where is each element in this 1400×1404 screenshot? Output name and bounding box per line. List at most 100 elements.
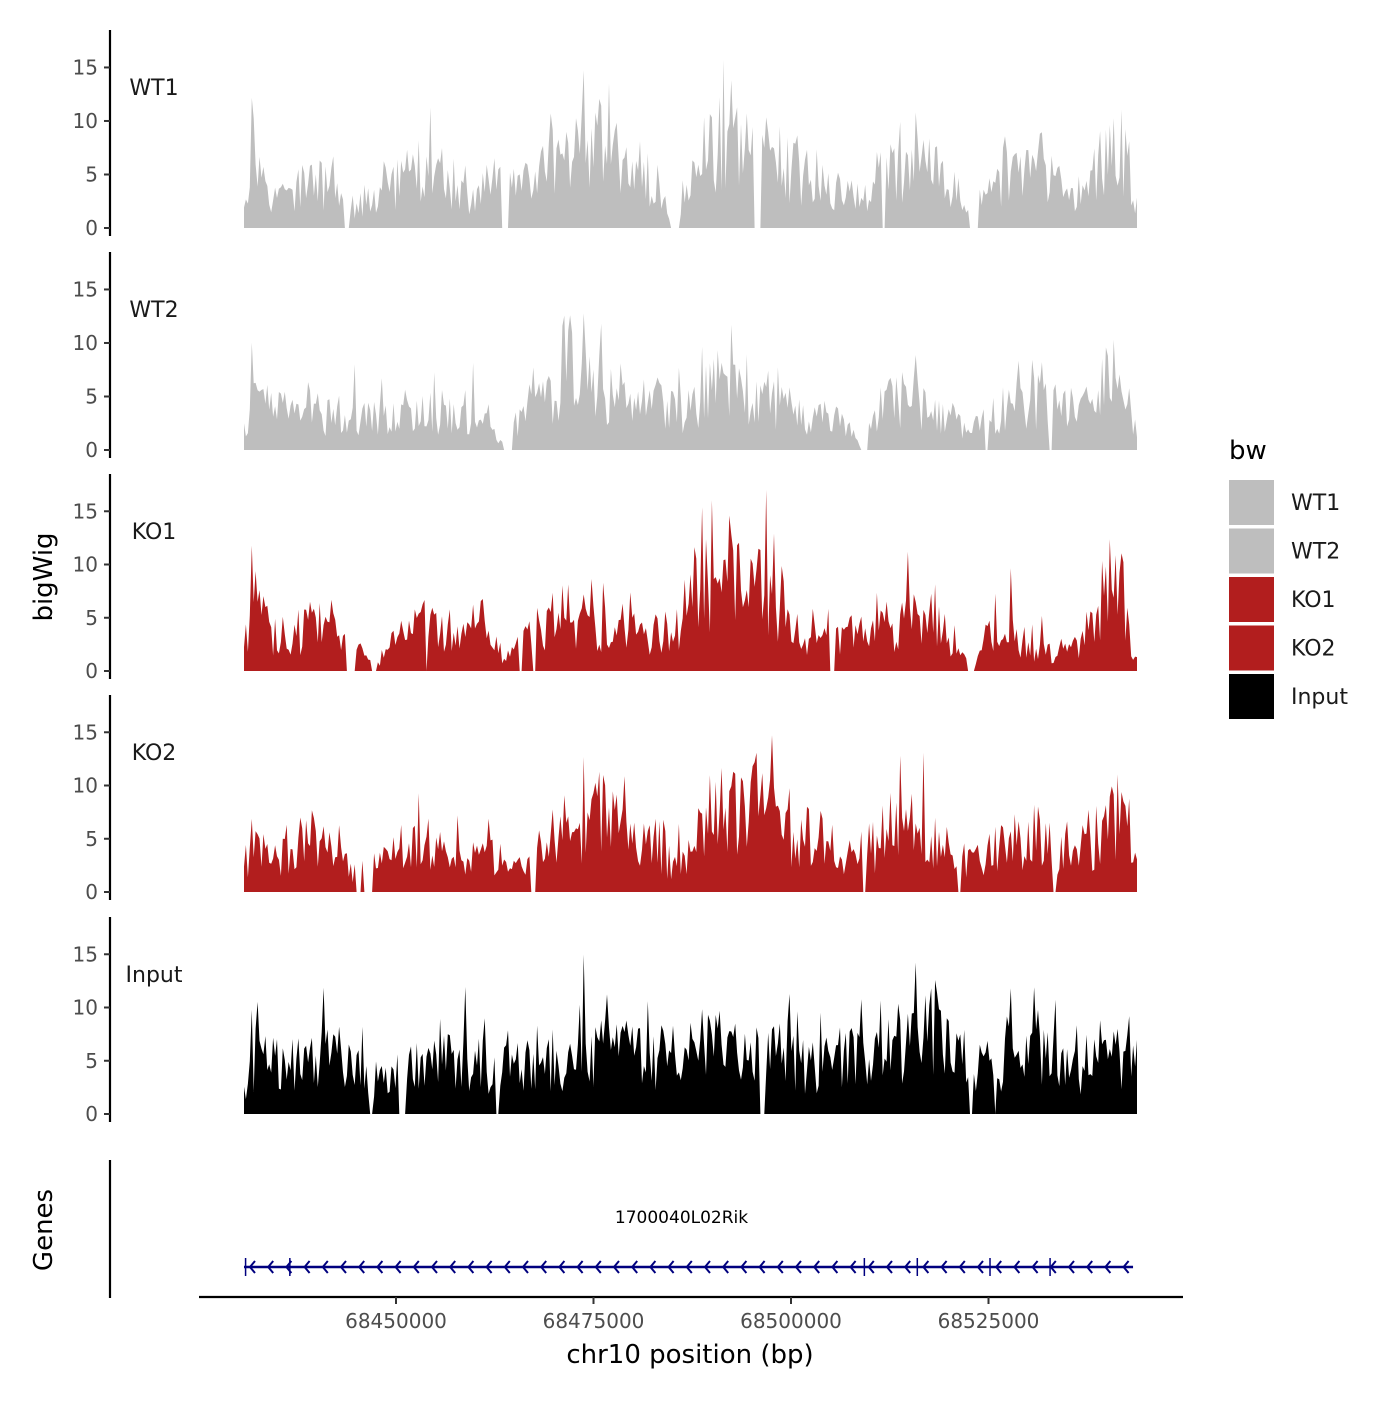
area-wt1	[244, 59, 1137, 229]
y-tick-label: 0	[85, 438, 98, 462]
strand-arrow	[521, 1260, 529, 1274]
strand-arrow	[376, 1260, 384, 1274]
strand-arrow	[448, 1260, 456, 1274]
strand-arrow	[758, 1260, 766, 1274]
strand-arrow	[667, 1260, 675, 1274]
panel-label-wt2: WT2	[129, 298, 178, 323]
y-tick-label: 0	[85, 659, 98, 683]
gene-label: 1700040L02Rik	[615, 1208, 748, 1228]
strand-arrow	[248, 1260, 256, 1274]
y-tick-label: 10	[73, 774, 98, 798]
y-tick-label: 5	[85, 606, 98, 630]
y-tick-label: 10	[73, 109, 98, 133]
strand-arrow	[1085, 1260, 1093, 1274]
y-tick-label: 5	[85, 1049, 98, 1073]
legend-swatch-input	[1229, 674, 1274, 719]
strand-arrow	[1031, 1260, 1039, 1274]
y-tick-label: 15	[73, 277, 98, 301]
strand-arrow	[812, 1260, 820, 1274]
legend-swatch-ko2	[1229, 625, 1274, 671]
y-tick-label: 10	[73, 553, 98, 577]
strand-arrow	[630, 1260, 638, 1274]
strand-arrow	[940, 1260, 948, 1274]
strand-arrow	[339, 1260, 347, 1274]
panels: 0 5 10 15 WT1 0 5 10 15 WT2 0 5 10 15 KO1 0 5 10 15 KO2 0 5 10…	[73, 30, 1137, 1126]
y-axis-title: bigWig	[29, 532, 59, 621]
strand-arrow	[485, 1260, 493, 1274]
strand-arrow	[776, 1260, 784, 1274]
legend-swatch-ko1	[1229, 577, 1274, 622]
strand-arrow	[266, 1260, 274, 1274]
strand-arrow	[849, 1260, 857, 1274]
y-tick-label: 0	[85, 1102, 98, 1126]
legend-label-wt1: WT1	[1291, 491, 1340, 516]
panel-ko2: 0 5 10 15 KO2	[73, 695, 1137, 904]
strand-arrow	[539, 1260, 547, 1274]
genes-track-title: Genes	[29, 1189, 59, 1271]
legend-label-ko1: KO1	[1291, 588, 1336, 613]
strand-arrow	[831, 1260, 839, 1274]
strand-arrow	[1122, 1260, 1130, 1274]
strand-arrow	[867, 1260, 875, 1274]
y-tick-label: 15	[73, 55, 98, 79]
strand-arrow	[885, 1260, 893, 1274]
strand-arrow	[558, 1260, 566, 1274]
strand-arrow	[412, 1260, 420, 1274]
strand-arrow	[1104, 1260, 1112, 1274]
y-tick-label: 5	[85, 162, 98, 186]
strand-arrow	[703, 1260, 711, 1274]
strand-arrow	[740, 1260, 748, 1274]
y-tick-label: 15	[73, 720, 98, 744]
area-wt2	[244, 313, 1137, 450]
strand-arrow	[430, 1260, 438, 1274]
panel-label-ko1: KO1	[132, 520, 177, 545]
legend-label-ko2: KO2	[1291, 637, 1336, 662]
panel-ko1: 0 5 10 15 KO1	[73, 474, 1137, 683]
area-ko1	[244, 490, 1137, 671]
strand-arrow	[976, 1260, 984, 1274]
strand-arrow	[903, 1260, 911, 1274]
legend-title: bw	[1229, 436, 1267, 466]
x-axis: 68450000 68475000 68500000 68525000	[199, 1295, 1183, 1333]
legend-label-wt2: WT2	[1291, 540, 1340, 565]
panel-wt1: 0 5 10 15 WT1	[73, 30, 1137, 240]
legend: bw WT1 WT2 KO1 KO2 Input	[1229, 436, 1348, 719]
strand-arrow	[922, 1260, 930, 1274]
legend-label-input: Input	[1291, 685, 1348, 710]
x-tick-label: 68450000	[345, 1309, 447, 1333]
panel-label-input: Input	[126, 963, 183, 988]
strand-arrow	[503, 1260, 511, 1274]
strand-arrow	[394, 1260, 402, 1274]
strand-arrow	[794, 1260, 802, 1274]
genes-track: 1700040L02Rik	[108, 1160, 1134, 1298]
y-tick-label: 15	[73, 499, 98, 523]
strand-arrow	[612, 1260, 620, 1274]
strand-arrow	[958, 1260, 966, 1274]
legend-swatch-wt1	[1229, 480, 1274, 525]
strand-arrow	[357, 1260, 365, 1274]
x-axis-title: chr10 position (bp)	[566, 1340, 813, 1370]
x-tick-label: 68475000	[543, 1309, 645, 1333]
y-tick-label: 10	[73, 996, 98, 1020]
y-tick-label: 15	[73, 942, 98, 966]
area-ko2	[244, 735, 1137, 892]
strand-arrow	[721, 1260, 729, 1274]
x-tick-label: 68525000	[938, 1309, 1040, 1333]
y-tick-label: 0	[85, 880, 98, 904]
strand-arrow	[1067, 1260, 1075, 1274]
area-input	[244, 954, 1137, 1114]
strand-arrow	[994, 1260, 1002, 1274]
strand-arrow	[576, 1260, 584, 1274]
y-tick-label: 0	[85, 216, 98, 240]
panel-wt2: 0 5 10 15 WT2	[73, 252, 1137, 462]
strand-arrow	[594, 1260, 602, 1274]
legend-swatch-wt2	[1229, 528, 1274, 574]
strand-arrow	[685, 1260, 693, 1274]
strand-arrow	[467, 1260, 475, 1274]
y-tick-label: 5	[85, 384, 98, 408]
strand-arrow	[1013, 1260, 1021, 1274]
y-tick-label: 10	[73, 331, 98, 355]
strand-arrow	[321, 1260, 329, 1274]
